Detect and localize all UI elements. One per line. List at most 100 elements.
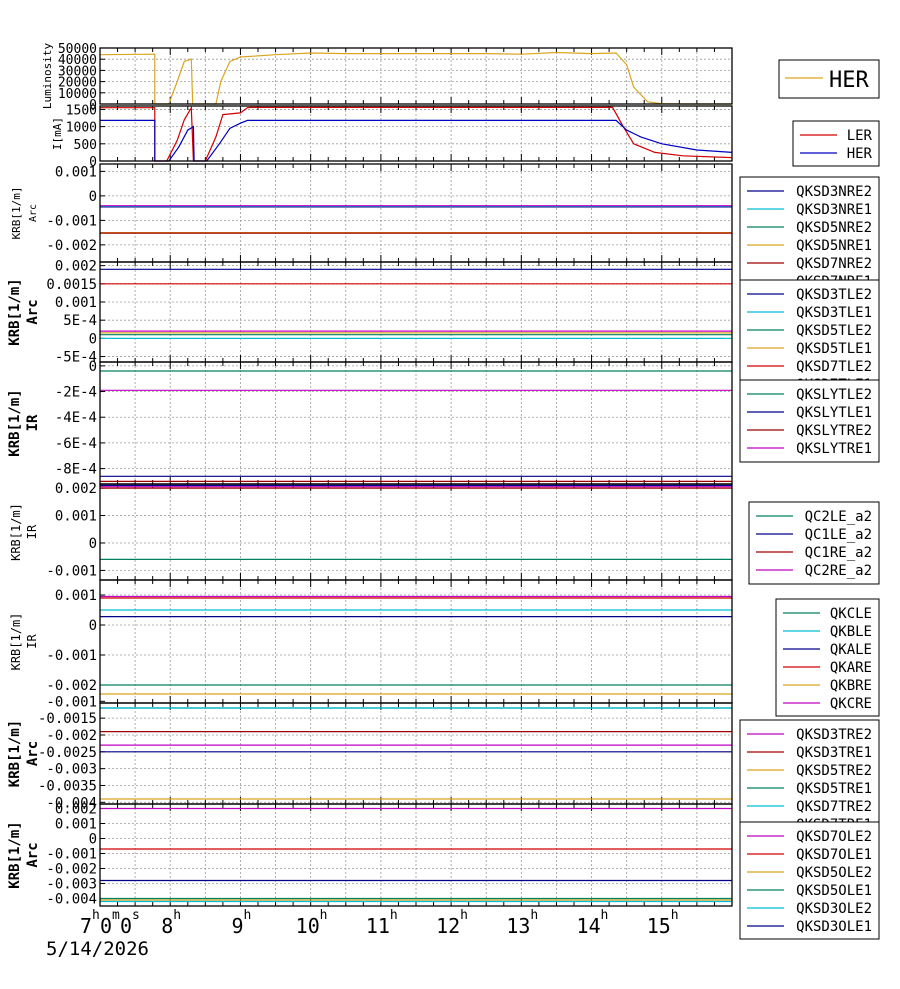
legend-label: QKSD5TRE1 (796, 781, 872, 797)
x-tick-label-unit: h (390, 908, 398, 923)
plot-frame (99, 47, 733, 105)
chart-panel: 0.002 0.001 0 -0.001 KRB[1/m] IR QC2LE_a2 QC1LE… (9, 481, 880, 585)
y-tick-label: 50000 (58, 42, 97, 57)
x-tick-label: 13 h (506, 908, 538, 938)
x-tick-label-unit: h (530, 908, 538, 923)
y-tick-label: -0.001 (46, 563, 97, 579)
y-axis-sublabel: Arc (25, 741, 41, 766)
legend-label: LER (847, 128, 873, 144)
legend-label: QKSD3OLE1 (796, 919, 872, 935)
y-tick-label: -6E-4 (55, 436, 97, 452)
y-axis-label: KRB[1/m] (9, 613, 23, 671)
x-tick-label-number: 11 (366, 914, 390, 938)
y-tick-label: 0 (89, 98, 97, 113)
legend: QC2LE_a2 QC1LE_a2 QC1RE_a2 QC2RE_a2 (748, 501, 880, 585)
x-tick-label-part: m (112, 908, 120, 923)
y-tick-label: -0.001 (46, 213, 97, 229)
y-tick-label: -0.002 (46, 728, 97, 744)
y-tick-label: -0.003 (46, 762, 97, 778)
y-tick-label: 10000 (58, 87, 97, 102)
legend-label: QKSLYTLE2 (796, 387, 872, 403)
legend-label: QC2RE_a2 (805, 563, 872, 579)
y-tick-label: -4E-4 (55, 410, 97, 426)
x-tick-label: 15 h (647, 908, 679, 938)
legend-label: QKSD7OLE2 (796, 829, 872, 845)
legend-label: QKSD5OLE2 (796, 865, 872, 881)
y-axis-label: KRB[1/m] (7, 821, 23, 888)
y-axis-label: KRB[1/m] (10, 187, 23, 240)
legend: QKSLYTLE2 QKSLYTLE1 QKSLYTRE2 QKSLYTRE1 (739, 379, 880, 463)
legend-label: QKSD7TRE2 (796, 799, 872, 815)
x-tick-label-number: 10 (296, 914, 320, 938)
y-tick-label: 0 (89, 359, 97, 375)
x-tick-label-unit: h (243, 908, 251, 923)
y-tick-label: -0.0035 (38, 778, 97, 794)
legend-label: QKSD3TLE2 (796, 287, 872, 303)
legend-label: QKSD3TRE2 (796, 727, 872, 743)
y-tick-label: -0.004 (46, 892, 97, 908)
y-axis-label: KRB[1/m] (9, 503, 23, 561)
legend-box (739, 176, 880, 298)
x-tick-label-number: 12 (436, 914, 460, 938)
chart-panel: 0.0020.0010-0.001-0.002-0.003-0.004KRB[1… (7, 802, 880, 940)
date-label: 5/14/2026 (46, 938, 149, 960)
y-axis-label: KRB[1/m] (7, 389, 23, 456)
y-tick-label: -0.001 (46, 847, 97, 863)
y-axis-sublabel: IR (25, 634, 39, 649)
legend-label: QKCLE (830, 606, 872, 622)
legend-box (778, 59, 880, 99)
y-tick-label: 20000 (58, 76, 97, 91)
plot-frame (99, 803, 733, 907)
legend-label: QKSD5TRE2 (796, 763, 872, 779)
x-tick-label-unit: h (320, 908, 328, 923)
legend-box (775, 598, 880, 717)
legend: QKSD3TRE2 QKSD3TRE1 QKSD5TRE2 QKSD5TRE1 QKSD… (739, 719, 880, 841)
y-tick-label: -2E-4 (55, 385, 97, 401)
y-tick-label: -0.0015 (38, 711, 97, 727)
y-tick-label: 0.001 (55, 509, 97, 525)
y-tick-label: 500 (74, 138, 97, 153)
legend: QKCLE QKBLE QKALE QKARE QKBRE QKCRE (775, 598, 880, 717)
y-tick-label: -0.001 (46, 694, 97, 710)
y-axis-sublabel: IR (25, 414, 41, 431)
x-tick-label-number: 15 (647, 914, 671, 938)
x-tick-label-part: 0 (120, 914, 132, 938)
y-axis-label: Luminosity (41, 43, 54, 110)
y-axis-sublabel: Arc (25, 842, 41, 867)
legend-label: QC1LE_a2 (805, 527, 872, 543)
y-axis-sublabel: IR (25, 524, 39, 539)
y-tick-label: -0.004 (46, 795, 97, 811)
legend-label: QKSLYTLE1 (796, 405, 872, 421)
legend: LER HER (792, 120, 880, 167)
legend-label: QKALE (830, 642, 872, 658)
legend-label: QKSD3TLE1 (796, 305, 872, 321)
x-tick-label-part: s (132, 908, 140, 923)
x-tick-label: 12 h (436, 908, 468, 938)
x-tick-label-unit: h (460, 908, 468, 923)
legend-label: QKSD3TRE1 (796, 745, 872, 761)
y-tick-label: 5E-4 (63, 313, 97, 329)
y-tick-label: 0.002 (55, 481, 97, 497)
y-tick-label: -5E-4 (55, 350, 97, 366)
x-tick-label-number: 14 (577, 914, 601, 938)
legend-label: QKSD3NRE2 (796, 184, 872, 200)
legend-label: QKSD7NRE2 (796, 256, 872, 272)
legend-box (739, 821, 880, 940)
y-tick-label: -0.001 (46, 648, 97, 664)
legend-label: QKARE (830, 660, 872, 676)
y-tick-label: -8E-4 (55, 462, 97, 478)
legend-label: QKBRE (830, 678, 872, 694)
y-tick-label: 0.001 (55, 295, 97, 311)
y-tick-label: 1500 (66, 103, 97, 118)
y-tick-label: 1000 (66, 121, 97, 136)
x-tick-label-unit: h (601, 908, 609, 923)
y-tick-label: 0 (89, 618, 97, 634)
chart-panel: 0 -2E-4 -4E-4 -6E-4 -8E-4 KRB[1/m] IR QKSLYTLE2… (7, 359, 880, 485)
x-tick-label-number: 9 (231, 914, 243, 938)
y-tick-label: 0.001 (55, 817, 97, 833)
y-axis-label: KRB[1/m] (7, 720, 23, 787)
